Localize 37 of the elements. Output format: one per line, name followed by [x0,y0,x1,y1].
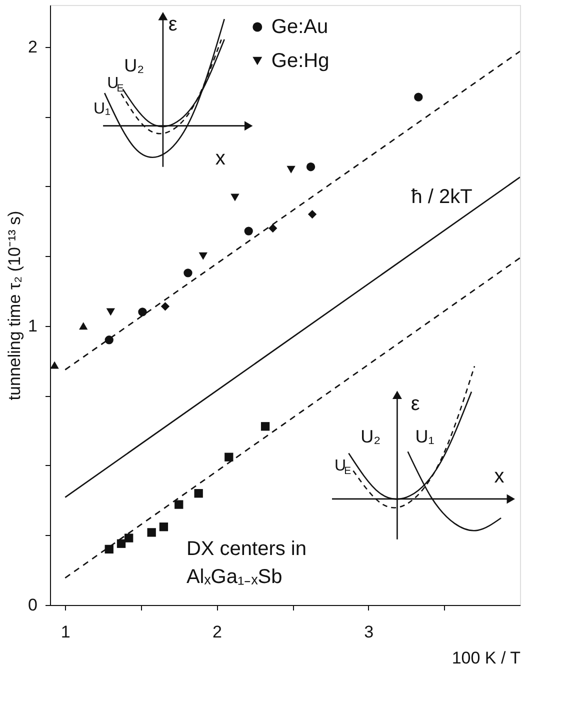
point [138,308,147,316]
point [244,226,253,236]
y-tick-label: 2 [28,37,38,56]
point [308,210,317,219]
point [79,322,88,330]
point [159,522,168,532]
y-tick-label: 0 [28,596,38,614]
x-tick-label: 1 [60,622,70,642]
x-axis-title: 100 K / T [452,648,520,668]
annotation: AlₓGa₁₋ₓSb [186,566,282,588]
point [174,500,184,509]
point [268,224,278,233]
legend-label: Ge:Au [271,16,328,38]
point [104,544,114,554]
legend-label: Ge:Hg [271,50,330,72]
point [198,252,208,260]
point [106,308,115,316]
point [116,539,126,548]
point [104,336,114,344]
x-tick-label: 3 [364,622,374,642]
point [224,452,234,462]
point [50,361,59,369]
annotation: DX centers in [186,538,307,560]
y-tick-label: 1 [28,316,38,336]
point [124,534,134,542]
point [306,162,316,172]
point [147,528,156,537]
x-tick-label: 2 [212,622,222,642]
point [160,302,170,311]
point [414,92,423,102]
point [230,194,240,202]
point [194,489,203,498]
point [184,268,192,278]
point [260,422,270,431]
point [286,166,296,174]
y-axis-title: tunneling time τ₂ (10⁻¹³ s) [5,210,24,400]
series-label: ħ / 2kT [411,186,472,208]
